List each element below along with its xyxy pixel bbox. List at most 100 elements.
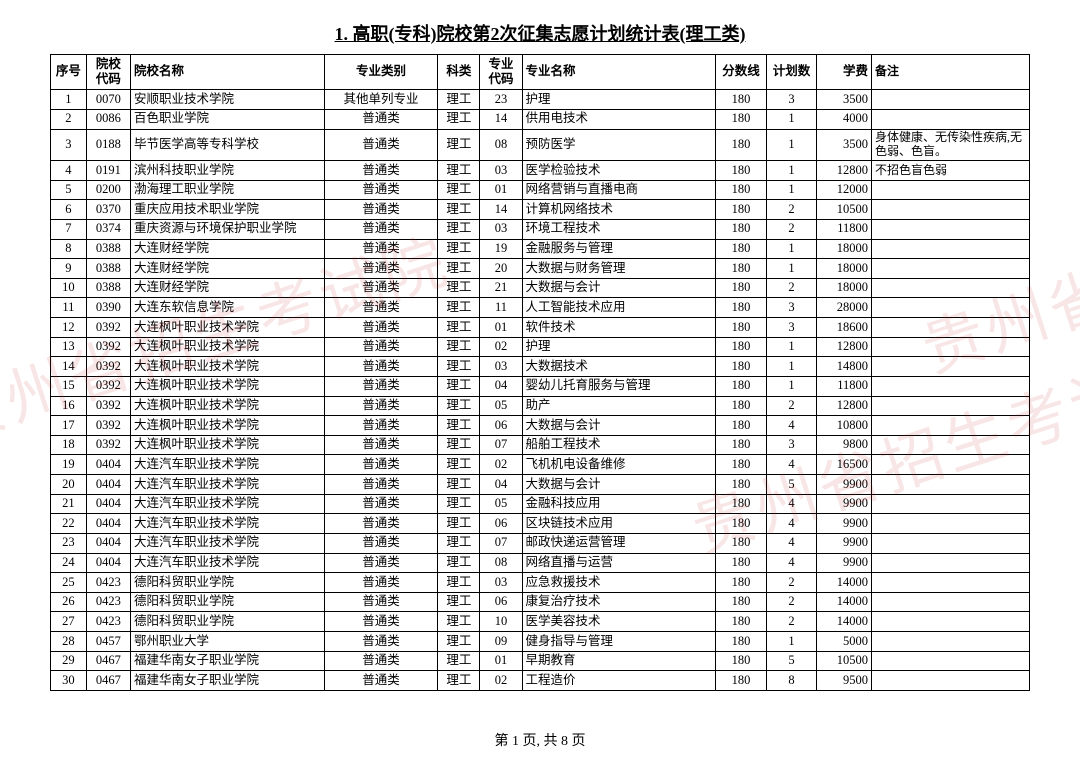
cell-code: 0070	[86, 90, 130, 110]
cell-seq: 14	[51, 357, 87, 377]
cell-code: 0423	[86, 573, 130, 593]
cell-fee: 14000	[817, 592, 872, 612]
table-row: 250423德阳科贸职业学院普通类理工03应急救援技术180214000	[51, 573, 1030, 593]
cell-sub: 理工	[438, 161, 480, 181]
cell-score: 180	[716, 416, 767, 436]
cell-sub: 理工	[438, 533, 480, 553]
cell-mcode: 01	[480, 651, 522, 671]
cell-code: 0374	[86, 219, 130, 239]
cell-sub: 理工	[438, 318, 480, 338]
cell-major: 人工智能技术应用	[522, 298, 716, 318]
cell-major: 供用电技术	[522, 109, 716, 129]
cell-seq: 27	[51, 612, 87, 632]
cell-mcode: 05	[480, 396, 522, 416]
cell-note	[872, 455, 1030, 475]
cell-cat: 普通类	[324, 553, 438, 573]
cell-note	[872, 632, 1030, 652]
page-title: 1. 高职(专科)院校第2次征集志愿计划统计表(理工类)	[50, 20, 1030, 46]
cell-major: 应急救援技术	[522, 573, 716, 593]
cell-school: 大连财经学院	[130, 239, 324, 259]
cell-plan: 3	[766, 435, 817, 455]
cell-major: 医学美容技术	[522, 612, 716, 632]
cell-school: 重庆资源与环境保护职业学院	[130, 219, 324, 239]
table-row: 60370重庆应用技术职业学院普通类理工14计算机网络技术180210500	[51, 200, 1030, 220]
cell-fee: 9800	[817, 435, 872, 455]
cell-note	[872, 533, 1030, 553]
cell-school: 福建华南女子职业学院	[130, 651, 324, 671]
cell-fee: 12800	[817, 161, 872, 181]
cell-sub: 理工	[438, 239, 480, 259]
cell-plan: 1	[766, 180, 817, 200]
cell-seq: 18	[51, 435, 87, 455]
cell-score: 180	[716, 494, 767, 514]
cell-plan: 5	[766, 651, 817, 671]
cell-seq: 20	[51, 475, 87, 495]
cell-school: 大连东软信息学院	[130, 298, 324, 318]
table-row: 210404大连汽车职业技术学院普通类理工05金融科技应用18049900	[51, 494, 1030, 514]
cell-school: 大连枫叶职业技术学院	[130, 396, 324, 416]
cell-cat: 普通类	[324, 416, 438, 436]
cell-mcode: 01	[480, 318, 522, 338]
cell-cat: 普通类	[324, 161, 438, 181]
table-row: 100388大连财经学院普通类理工21大数据与会计180218000	[51, 278, 1030, 298]
cell-mcode: 05	[480, 494, 522, 514]
cell-seq: 6	[51, 200, 87, 220]
cell-sub: 理工	[438, 219, 480, 239]
cell-score: 180	[716, 632, 767, 652]
cell-major: 飞机机电设备维修	[522, 455, 716, 475]
cell-score: 180	[716, 180, 767, 200]
cell-school: 滨州科技职业学院	[130, 161, 324, 181]
cell-score: 180	[716, 109, 767, 129]
cell-seq: 26	[51, 592, 87, 612]
cell-mcode: 06	[480, 592, 522, 612]
cell-major: 网络营销与直播电商	[522, 180, 716, 200]
cell-cat: 普通类	[324, 109, 438, 129]
cell-score: 180	[716, 200, 767, 220]
cell-school: 大连枫叶职业技术学院	[130, 376, 324, 396]
cell-seq: 17	[51, 416, 87, 436]
cell-cat: 普通类	[324, 376, 438, 396]
cell-plan: 2	[766, 396, 817, 416]
cell-fee: 9900	[817, 514, 872, 534]
cell-score: 180	[716, 318, 767, 338]
col-plan: 计划数	[766, 55, 817, 90]
table-row: 10070安顺职业技术学院其他单列专业理工23护理18033500	[51, 90, 1030, 110]
cell-school: 德阳科贸职业学院	[130, 573, 324, 593]
cell-note	[872, 337, 1030, 357]
table-row: 20086百色职业学院普通类理工14供用电技术18014000	[51, 109, 1030, 129]
cell-mcode: 03	[480, 357, 522, 377]
cell-code: 0191	[86, 161, 130, 181]
cell-note	[872, 109, 1030, 129]
cell-major: 软件技术	[522, 318, 716, 338]
cell-school: 大连枫叶职业技术学院	[130, 416, 324, 436]
cell-note	[872, 259, 1030, 279]
cell-fee: 11800	[817, 219, 872, 239]
col-seq: 序号	[51, 55, 87, 90]
cell-sub: 理工	[438, 553, 480, 573]
cell-major: 护理	[522, 337, 716, 357]
cell-school: 安顺职业技术学院	[130, 90, 324, 110]
cell-mcode: 03	[480, 161, 522, 181]
cell-cat: 普通类	[324, 337, 438, 357]
cell-plan: 5	[766, 475, 817, 495]
cell-seq: 7	[51, 219, 87, 239]
cell-school: 大连汽车职业技术学院	[130, 533, 324, 553]
cell-mcode: 03	[480, 219, 522, 239]
cell-code: 0467	[86, 651, 130, 671]
cell-major: 预防医学	[522, 129, 716, 161]
cell-cat: 普通类	[324, 318, 438, 338]
table-row: 40191滨州科技职业学院普通类理工03医学检验技术180112800不招色盲色…	[51, 161, 1030, 181]
cell-mcode: 07	[480, 435, 522, 455]
cell-cat: 普通类	[324, 573, 438, 593]
cell-major: 大数据技术	[522, 357, 716, 377]
cell-note	[872, 592, 1030, 612]
cell-major: 健身指导与管理	[522, 632, 716, 652]
cell-major: 邮政快递运营管理	[522, 533, 716, 553]
cell-score: 180	[716, 671, 767, 691]
cell-cat: 普通类	[324, 259, 438, 279]
cell-plan: 1	[766, 376, 817, 396]
cell-mcode: 10	[480, 612, 522, 632]
cell-sub: 理工	[438, 259, 480, 279]
cell-score: 180	[716, 455, 767, 475]
cell-plan: 4	[766, 514, 817, 534]
